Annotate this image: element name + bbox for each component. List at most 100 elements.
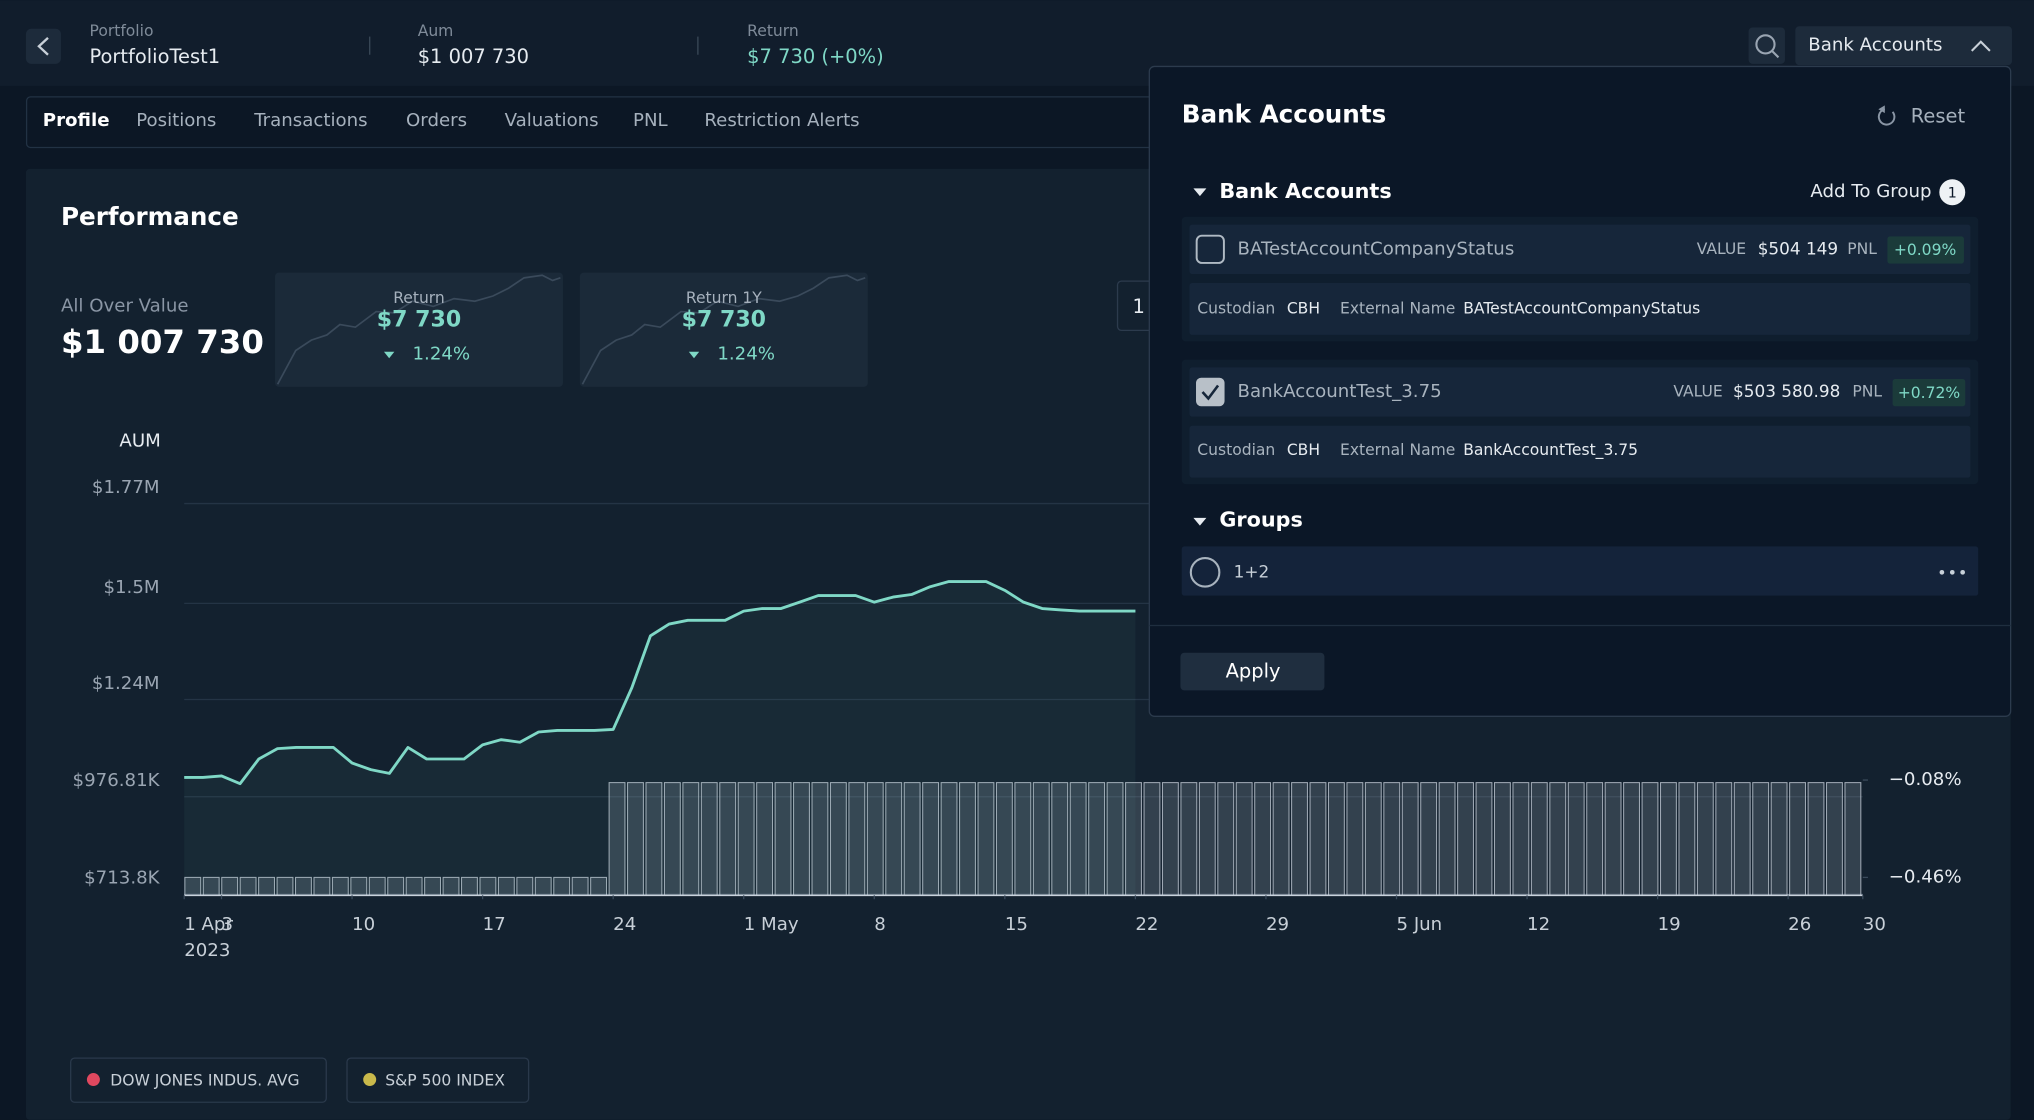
check-icon (1201, 384, 1220, 401)
search-icon (1771, 50, 1780, 59)
x-tick-label: 1 Apr (184, 914, 233, 935)
back-icon (37, 37, 49, 56)
value-label: VALUE (1697, 240, 1746, 258)
checkbox[interactable] (1195, 234, 1225, 264)
tab[interactable]: Transactions (253, 110, 367, 131)
bar (1604, 782, 1622, 896)
bar (1364, 782, 1382, 896)
dropdown-label[interactable]: Bank Accounts (1808, 35, 1942, 56)
group-name: 1+2 (1234, 561, 1270, 581)
apply-button[interactable] (1180, 652, 1325, 691)
legend-label[interactable]: S&P 500 INDEX (385, 1071, 505, 1089)
bar (1733, 782, 1751, 896)
sparkline (581, 274, 866, 385)
bar (1752, 782, 1770, 896)
bar (1272, 782, 1290, 896)
bar (1770, 782, 1788, 896)
card-change: 1.24% (717, 343, 775, 364)
period-button-label[interactable]: 1 (1132, 295, 1144, 318)
bar (1235, 782, 1253, 896)
card-label: Return (393, 289, 445, 307)
card-value: $7 730 (682, 308, 766, 333)
dropdown[interactable] (1795, 26, 2012, 66)
external-label: External Name (1340, 299, 1455, 317)
portfolio-name: PortfolioTest1 (90, 45, 221, 68)
section-title: Performance (61, 202, 239, 231)
pnl-label: PNL (1847, 240, 1877, 258)
bar (1327, 782, 1345, 896)
chart: AUM $713.8K $976.81K $1.24M $1.5M $1.77M −0.46… (73, 430, 1962, 961)
return-label: Return (747, 22, 799, 40)
x-tick-label: 29 (1266, 914, 1289, 935)
reset[interactable]: Reset (1911, 105, 1966, 128)
tab[interactable]: Profile (43, 110, 110, 131)
bar (1420, 782, 1438, 896)
x-tick-label: 15 (1005, 914, 1028, 935)
x-tick-label: 8 (874, 914, 886, 935)
value-label: VALUE (1673, 383, 1722, 401)
pnl-pill (1892, 379, 1966, 407)
legend-item[interactable] (70, 1057, 327, 1103)
legend-swatch (86, 1073, 100, 1087)
reset-icon (1878, 105, 1885, 114)
tab[interactable]: Orders (406, 110, 467, 131)
tab[interactable]: PNL (633, 110, 669, 131)
x-year-label: 2023 (184, 940, 230, 961)
legend-item[interactable] (346, 1057, 530, 1103)
bar (1383, 782, 1401, 896)
dropdown-icon (1971, 40, 1991, 52)
y-tick-label: $1.5M (103, 577, 159, 598)
external-name: BATestAccountCompanyStatus (1463, 299, 1700, 317)
custodian: CBH (1287, 299, 1320, 317)
bar (1696, 782, 1714, 896)
group-radio[interactable] (1189, 557, 1221, 588)
account-details (1189, 283, 1971, 335)
account-value: $503 580.98 (1733, 381, 1840, 401)
account-value: $504 149 (1758, 238, 1838, 258)
bar (1512, 782, 1530, 896)
return-value: $7 730 (+0%) (747, 45, 883, 68)
bar (1641, 782, 1659, 896)
x-tick-label: 26 (1788, 914, 1811, 935)
bar (1530, 782, 1548, 896)
bar (1143, 782, 1161, 896)
custodian-label: Custodian (1197, 299, 1275, 317)
account-name: BATestAccountCompanyStatus (1238, 238, 1515, 259)
aum-value: $1 007 730 (418, 45, 529, 68)
pnl-value: +0.09% (1894, 241, 1956, 259)
line-area (184, 581, 1136, 896)
bar (1715, 782, 1733, 896)
x-tick-label: 5 Jun (1397, 914, 1443, 935)
bar (1844, 782, 1862, 896)
bar (1678, 782, 1696, 896)
y-tick-label: $1.24M (92, 673, 160, 694)
reset-icon[interactable] (1877, 108, 1896, 126)
account-details (1189, 425, 1971, 478)
value-label: All Over Value (61, 295, 189, 316)
return-card (579, 272, 868, 387)
tab[interactable]: Positions (136, 110, 216, 131)
back-button[interactable] (25, 28, 61, 64)
tab[interactable]: Restriction Alerts (704, 110, 859, 131)
account-row (1189, 224, 1971, 274)
search-button[interactable] (1748, 27, 1785, 64)
y-tick-label: $713.8K (84, 867, 161, 888)
bar (1789, 782, 1807, 896)
bar (1586, 782, 1604, 896)
legend-label[interactable]: DOW JONES INDUS. AVG (110, 1071, 299, 1089)
bar (1198, 782, 1216, 896)
apply-label[interactable]: Apply (1226, 660, 1281, 683)
more-icon[interactable] (1939, 569, 1945, 575)
add-to-group[interactable]: Add To Group (1810, 181, 1931, 202)
collapse-icon[interactable] (1193, 517, 1207, 526)
card-label: Return 1Y (686, 289, 762, 307)
checkbox[interactable] (1196, 377, 1225, 407)
collapse-icon[interactable] (1193, 188, 1207, 197)
bar (1567, 782, 1585, 896)
y-tick-label: $1.77M (92, 477, 160, 498)
bar (1309, 782, 1327, 896)
card-value: $7 730 (377, 308, 461, 333)
tab[interactable]: Valuations (505, 110, 599, 131)
external-name: BankAccountTest_3.75 (1463, 441, 1638, 460)
